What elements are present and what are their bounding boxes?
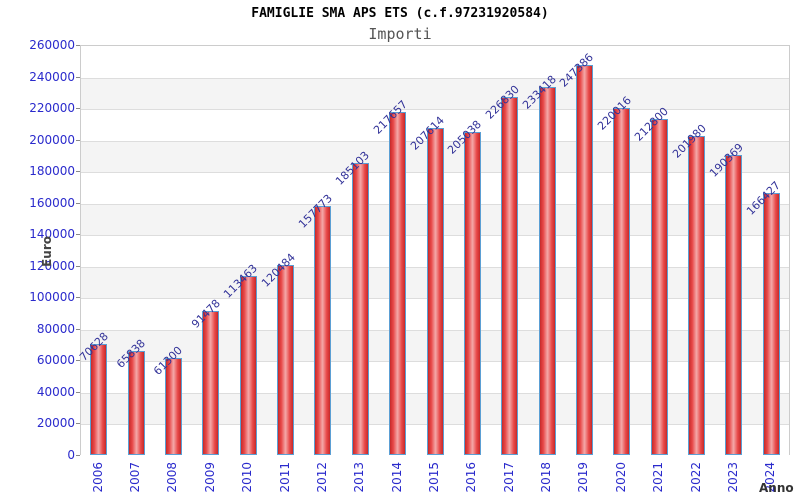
bar-2013	[352, 163, 369, 455]
y-axis-title: Euro	[40, 236, 54, 267]
y-tick-label: 180000	[29, 164, 75, 178]
x-tick-label: 2014	[390, 462, 404, 493]
y-tick-label: 100000	[29, 290, 75, 304]
y-tick-mark	[76, 266, 80, 267]
bar-2020	[613, 108, 630, 455]
y-tick-label: 160000	[29, 196, 75, 210]
y-tick-mark	[76, 108, 80, 109]
x-axis-title: Anno	[759, 481, 794, 495]
bar-2016	[464, 132, 481, 455]
y-tick-label: 200000	[29, 133, 75, 147]
bar-2018	[539, 87, 556, 455]
bar-2010	[240, 276, 257, 455]
bar-2015	[427, 128, 444, 455]
x-tick-label: 2012	[315, 462, 329, 493]
y-tick-label: 260000	[29, 38, 75, 52]
x-tick-label: 2020	[614, 462, 628, 493]
x-tick-label: 2016	[464, 462, 478, 493]
bar-2006	[90, 344, 107, 455]
x-tick-label: 2013	[352, 462, 366, 493]
y-tick-label: 60000	[36, 353, 75, 367]
gridline	[81, 109, 789, 110]
y-tick-label: 20000	[36, 416, 75, 430]
x-tick-label: 2010	[240, 462, 254, 493]
bar-2019	[576, 65, 593, 455]
y-tick-mark	[76, 392, 80, 393]
bar-2021	[651, 119, 668, 455]
y-tick-mark	[76, 171, 80, 172]
x-tick-label: 2007	[128, 462, 142, 493]
y-tick-label: 240000	[29, 70, 75, 84]
x-tick-label: 2022	[689, 462, 703, 493]
bar-2024	[763, 193, 780, 455]
y-tick-mark	[76, 203, 80, 204]
bar-2012	[314, 206, 331, 455]
gridline	[81, 78, 789, 79]
bar-2008	[165, 358, 182, 455]
y-tick-label: 140000	[29, 227, 75, 241]
y-tick-mark	[76, 140, 80, 141]
plot-band	[81, 77, 789, 110]
x-tick-label: 2011	[278, 462, 292, 493]
y-tick-mark	[76, 45, 80, 46]
chart-title: FAMIGLIE SMA APS ETS (c.f.97231920584)	[251, 6, 549, 21]
y-tick-label: 120000	[29, 259, 75, 273]
y-tick-mark	[76, 360, 80, 361]
x-tick-label: 2023	[726, 462, 740, 493]
x-tick-label: 2017	[502, 462, 516, 493]
y-tick-mark	[76, 297, 80, 298]
y-tick-mark	[76, 77, 80, 78]
plot-band	[81, 46, 789, 78]
y-tick-mark	[76, 455, 80, 456]
y-tick-label: 80000	[36, 322, 75, 336]
bar-2011	[277, 265, 294, 455]
x-tick-label: 2006	[91, 462, 105, 493]
bar-2009	[202, 311, 219, 455]
y-tick-label: 0	[67, 448, 75, 462]
y-tick-mark	[76, 234, 80, 235]
bar-2007	[128, 351, 145, 455]
x-tick-label: 2021	[651, 462, 665, 493]
y-tick-mark	[76, 329, 80, 330]
bar-2022	[688, 136, 705, 455]
chart-subtitle: Importi	[368, 25, 432, 43]
y-tick-label: 220000	[29, 101, 75, 115]
bar-2023	[725, 155, 742, 455]
bar-2014	[389, 112, 406, 455]
y-tick-label: 40000	[36, 385, 75, 399]
bar-2017	[501, 97, 518, 455]
x-tick-label: 2018	[539, 462, 553, 493]
x-tick-label: 2015	[427, 462, 441, 493]
y-tick-mark	[76, 423, 80, 424]
x-tick-label: 2019	[576, 462, 590, 493]
x-tick-label: 2009	[203, 462, 217, 493]
x-tick-label: 2008	[165, 462, 179, 493]
